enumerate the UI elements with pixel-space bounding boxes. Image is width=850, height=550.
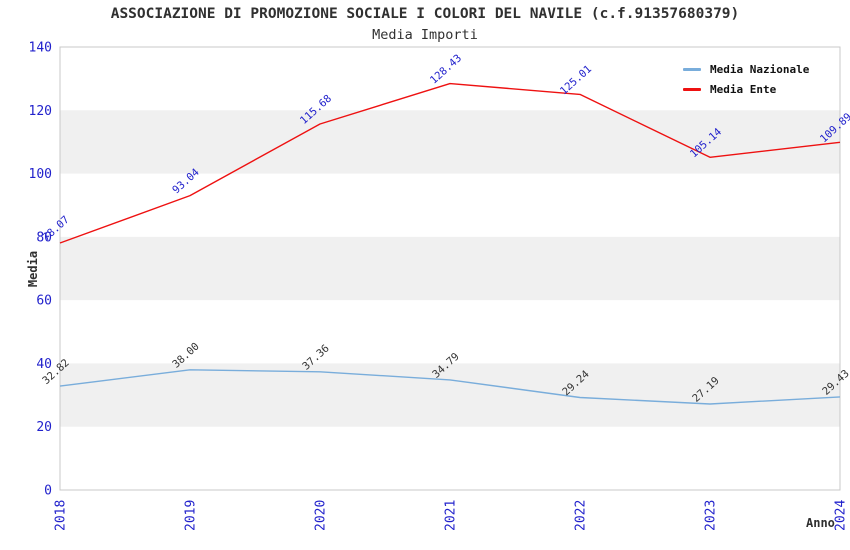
legend-item-media-ente: Media Ente	[683, 83, 809, 96]
x-tick-label: 2021	[444, 500, 459, 531]
y-tick-label: 20	[36, 420, 52, 435]
legend-line-marker-blue	[683, 68, 701, 71]
y-axis-title: Media	[26, 250, 40, 288]
x-tick-label: 2020	[314, 500, 329, 531]
grid-band	[60, 236, 840, 301]
data-point-label: 125.01	[558, 63, 594, 97]
x-tick-label: 2024	[834, 500, 849, 531]
y-tick-label: 0	[44, 484, 52, 499]
x-tick-label: 2018	[54, 500, 69, 531]
legend-label: Media Ente	[710, 83, 777, 96]
chart-title: ASSOCIAZIONE DI PROMOZIONE SOCIALE I COL…	[110, 6, 740, 22]
legend-line-marker-red	[683, 88, 701, 91]
grid-band	[60, 110, 840, 174]
data-point-label: 128.43	[428, 52, 464, 86]
x-tick-label: 2022	[574, 500, 589, 531]
x-axis-title: Anno	[806, 516, 835, 530]
chart-legend: Media Nazionale Media Ente	[683, 63, 809, 96]
y-tick-label: 60	[36, 294, 52, 309]
y-tick-label: 40	[36, 357, 52, 372]
series-line-media-nazionale	[59, 369, 841, 405]
y-tick-label: 80	[36, 230, 52, 245]
plot-border	[59, 46, 841, 491]
y-tick-label: 140	[29, 41, 52, 56]
series-line-media-ente	[59, 82, 841, 244]
legend-item-media-nazionale: Media Nazionale	[683, 63, 809, 76]
legend-label: Media Nazionale	[710, 63, 810, 76]
y-tick-label: 100	[29, 167, 52, 182]
x-tick-label: 2023	[704, 500, 719, 531]
grid-band	[60, 363, 840, 427]
x-tick-label: 2019	[184, 500, 199, 531]
y-tick-label: 120	[29, 104, 52, 119]
chart-subtitle: Media Importi	[372, 27, 478, 43]
